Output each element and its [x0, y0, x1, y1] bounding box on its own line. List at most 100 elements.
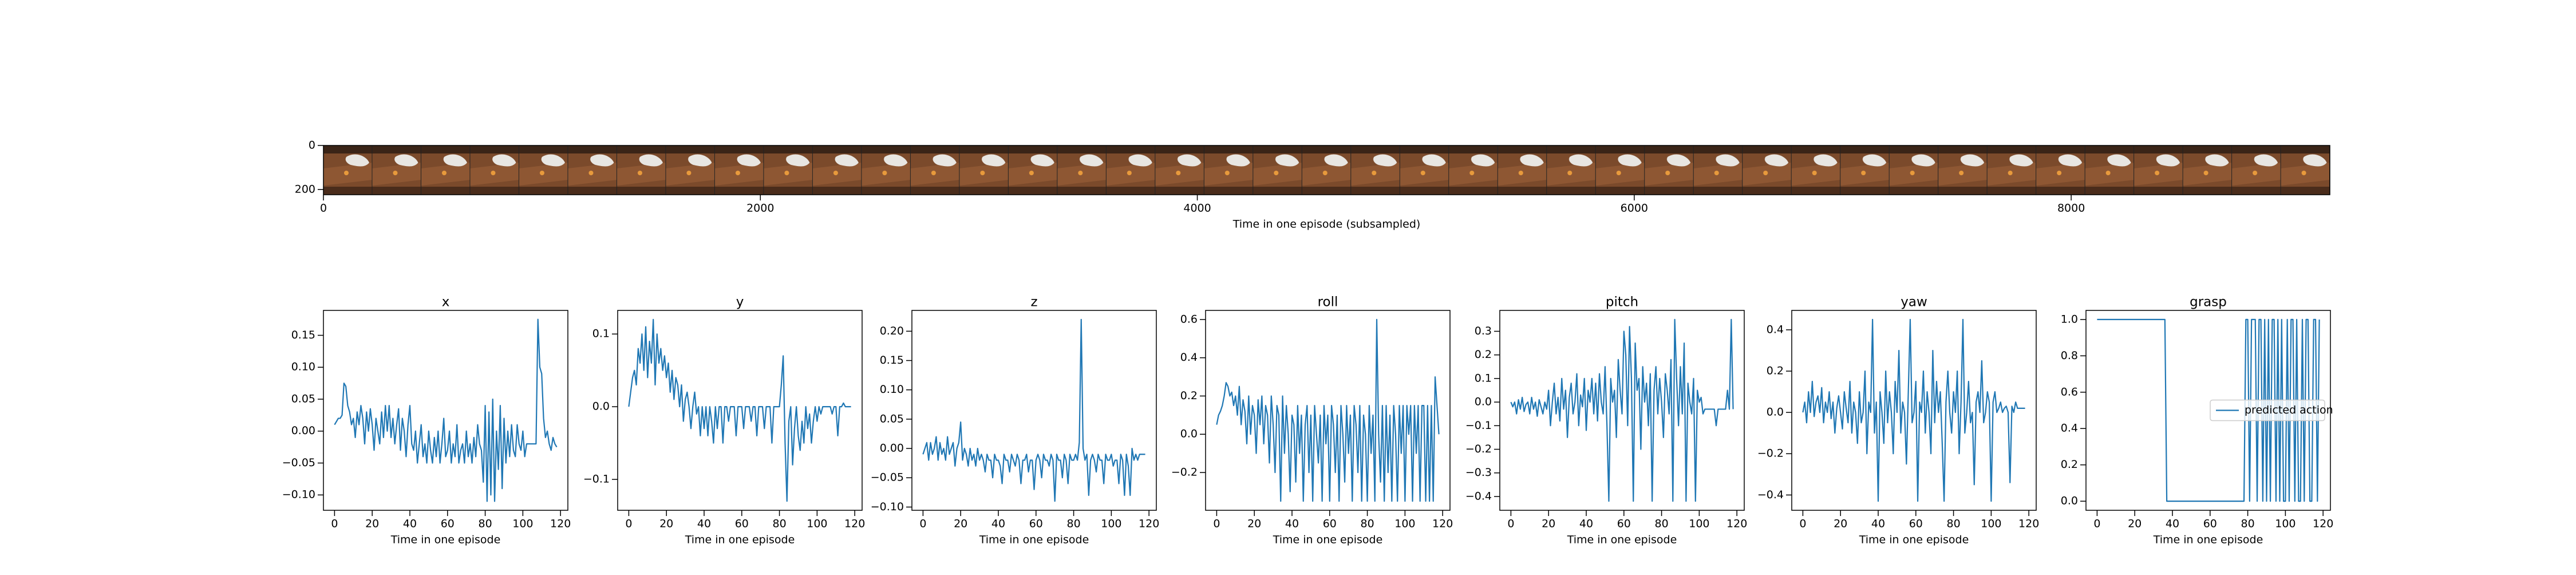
- x-tick-label: 80: [2241, 518, 2254, 530]
- axes-frame: [323, 145, 2330, 195]
- x-tick-label: 0: [320, 202, 327, 215]
- x-tick-label: 20: [954, 518, 967, 530]
- x-axis-label: Time in one episode: [979, 534, 1089, 546]
- y-tick-label: 0.0: [592, 400, 610, 413]
- x-tick-label: 2000: [746, 202, 774, 215]
- y-tick-label: 0.2: [1180, 389, 1198, 402]
- x-tick-label: 40: [991, 518, 1005, 530]
- y-tick-label: 0.0: [1767, 406, 1784, 419]
- y-tick-label: 0.10: [291, 361, 315, 373]
- y-tick-label: 0.6: [2061, 385, 2078, 398]
- x-tick-label: 60: [1323, 518, 1337, 530]
- x-tick-label: 60: [1029, 518, 1043, 530]
- y-tick-label: −0.05: [282, 456, 315, 469]
- x-axis-label: Time in one episode: [685, 534, 795, 546]
- y-tick-label: 1.0: [2061, 313, 2078, 325]
- x-tick-label: 0: [2093, 518, 2100, 530]
- y-tick-label: 0: [309, 139, 315, 152]
- y-tick-label: 0.15: [880, 354, 904, 367]
- x-tick-label: 120: [2018, 518, 2039, 530]
- axes-title: y: [736, 295, 744, 310]
- data-line: [1510, 318, 1734, 502]
- x-axis-label: Time in one episode: [1567, 534, 1677, 546]
- x-axis-label: Time in one episode: [1273, 534, 1383, 546]
- y-tick-label: −0.4: [1757, 489, 1784, 501]
- y-tick-label: −0.2: [1171, 466, 1198, 479]
- axes-title: roll: [1318, 295, 1338, 310]
- y-tick-label: 0.2: [1475, 348, 1492, 361]
- y-tick-label: −0.1: [583, 473, 610, 486]
- x-tick-label: 40: [697, 518, 711, 530]
- x-tick-label: 20: [1247, 518, 1261, 530]
- axes-title: yaw: [1901, 295, 1927, 310]
- x-tick-label: 80: [772, 518, 786, 530]
- x-tick-label: 20: [365, 518, 379, 530]
- x-tick-label: 100: [1394, 518, 1415, 530]
- x-tick-label: 0: [1213, 518, 1220, 530]
- x-tick-label: 80: [1946, 518, 1960, 530]
- y-tick-label: −0.05: [871, 471, 904, 484]
- y-tick-label: 0.00: [291, 424, 315, 437]
- x-tick-label: 40: [403, 518, 417, 530]
- x-tick-label: 40: [1579, 518, 1593, 530]
- x-tick-label: 80: [1066, 518, 1080, 530]
- y-tick-label: 0.4: [1767, 323, 1784, 336]
- x-tick-label: 80: [1360, 518, 1374, 530]
- y-tick-label: 0.00: [880, 442, 904, 455]
- y-tick-label: 0.3: [1475, 325, 1492, 337]
- legend-label: predicted action: [2245, 404, 2333, 416]
- x-tick-label: 40: [1871, 518, 1885, 530]
- y-tick-label: 0.0: [1475, 396, 1492, 408]
- x-tick-label: 100: [1101, 518, 1121, 530]
- data-line: [922, 318, 1145, 502]
- x-tick-label: 4000: [1183, 202, 1211, 215]
- x-axis-label: Time in one episode: [2153, 534, 2263, 546]
- axes-background: [323, 310, 568, 510]
- x-tick-label: 0: [1799, 518, 1806, 530]
- axes-frame: [2085, 310, 2331, 511]
- x-tick-label: 0: [919, 518, 926, 530]
- x-tick-label: 120: [2313, 518, 2333, 530]
- x-tick-label: 8000: [2057, 202, 2085, 215]
- y-tick-label: −0.4: [1465, 490, 1492, 502]
- x-tick-label: 60: [735, 518, 749, 530]
- x-tick-label: 20: [2128, 518, 2142, 530]
- data-line: [1216, 318, 1440, 502]
- x-axis-label: Time in one episode (subsampled): [1232, 218, 1421, 231]
- x-tick-label: 100: [807, 518, 827, 530]
- y-tick-label: −0.2: [1465, 443, 1492, 455]
- x-tick-label: 100: [2275, 518, 2296, 530]
- y-tick-label: 0.0: [1180, 428, 1198, 440]
- axes-frame: [1499, 310, 1745, 511]
- axes-title: pitch: [1606, 295, 1638, 310]
- axes-frame: [323, 310, 568, 511]
- y-tick-label: −0.10: [871, 501, 904, 513]
- axes-frame: [1791, 310, 2037, 511]
- axes-title: z: [1030, 295, 1037, 310]
- data-line: [2097, 318, 2320, 502]
- image-strip: [323, 145, 2330, 195]
- data-line: [628, 318, 851, 502]
- y-tick-label: −0.3: [1465, 466, 1492, 479]
- y-tick-label: 0.6: [1180, 313, 1198, 325]
- axes-frame: [617, 310, 863, 511]
- y-tick-label: 0.1: [1475, 372, 1492, 384]
- x-tick-label: 120: [844, 518, 865, 530]
- axes-frame: [911, 310, 1157, 511]
- y-tick-label: 0.1: [592, 328, 610, 340]
- x-tick-label: 80: [478, 518, 492, 530]
- x-tick-label: 6000: [1621, 202, 1648, 215]
- x-tick-label: 60: [441, 518, 455, 530]
- x-axis-label: Time in one episode: [390, 534, 501, 546]
- x-tick-label: 60: [2203, 518, 2217, 530]
- x-tick-label: 100: [1689, 518, 1709, 530]
- x-tick-label: 20: [1542, 518, 1555, 530]
- x-tick-label: 100: [1981, 518, 2001, 530]
- y-tick-label: 0.2: [2061, 458, 2078, 471]
- y-tick-label: 0.8: [2061, 349, 2078, 362]
- data-line: [1802, 318, 2025, 502]
- x-tick-label: 20: [659, 518, 673, 530]
- y-tick-label: 0.4: [2061, 422, 2078, 435]
- axes-background: [912, 310, 1156, 510]
